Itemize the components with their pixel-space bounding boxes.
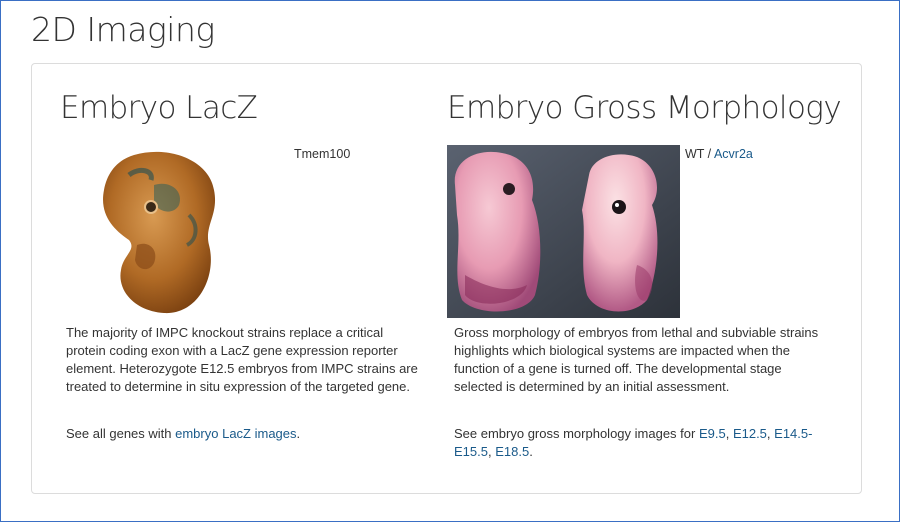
lacz-embryo-image[interactable] — [59, 145, 249, 319]
morphology-description: Gross morphology of embryos from lethal … — [454, 325, 819, 394]
morphology-embryo-image[interactable] — [447, 145, 680, 318]
stage-link-e18-5[interactable]: E18.5 — [495, 444, 530, 459]
stage-separator: , — [766, 426, 775, 441]
page-title: 2D Imaging — [31, 10, 215, 49]
morphology-embryo-illustration — [447, 145, 680, 318]
stage-link-e9-5[interactable]: E9.5 — [698, 426, 726, 441]
lacz-section-title: Embryo LacZ — [60, 90, 258, 126]
lacz-images-link[interactable]: embryo LacZ images — [175, 426, 297, 441]
lacz-description: The majority of IMPC knockout strains re… — [66, 325, 418, 394]
stage-separator: , — [725, 426, 733, 441]
stage-link-e14-5-e15-5[interactable]: E14.5-E15.5 — [454, 426, 813, 459]
lacz-gene-link[interactable]: Tmem100 — [294, 147, 351, 161]
morphology-see-prefix: See embryo gross morphology images for — [454, 426, 699, 441]
morphology-section-title: Embryo Gross Morphology — [447, 90, 842, 126]
lacz-see-all: See all genes with embryo LacZ images. — [66, 425, 300, 443]
stage-link-e12-5[interactable]: E12.5 — [732, 426, 767, 441]
imaging-panel: Embryo LacZ Tmem100 The majority of IMPC… — [31, 63, 862, 494]
morphology-caption-prefix: WT / — [685, 147, 714, 161]
stage-separator: , — [487, 444, 496, 459]
morphology-caption: WT / Acvr2a — [685, 147, 753, 161]
morphology-see-suffix: . — [529, 444, 533, 459]
lacz-see-all-suffix: . — [296, 426, 301, 441]
morphology-see-stages: See embryo gross morphology images for E… — [454, 425, 814, 461]
lacz-see-all-prefix: See all genes with — [66, 426, 176, 441]
lacz-embryo-illustration — [103, 151, 216, 314]
morphology-gene-link[interactable]: Acvr2a — [713, 147, 753, 161]
